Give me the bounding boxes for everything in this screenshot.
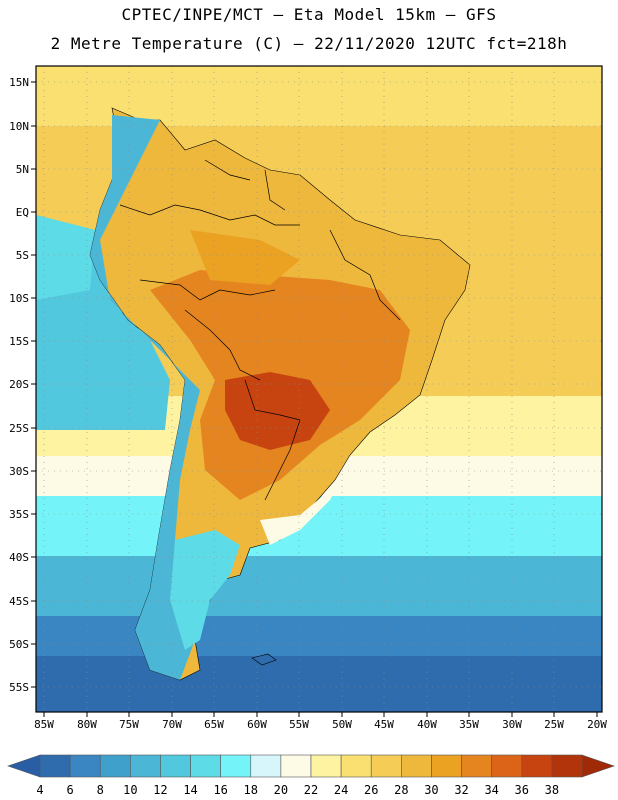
lon-label: 85W (34, 718, 54, 731)
andes-cold-strip (90, 115, 200, 680)
colorbar-swatch (521, 754, 553, 778)
colorbar-label: 38 (545, 783, 559, 797)
colorbar-label: 34 (484, 783, 498, 797)
colorbar-swatch (461, 754, 492, 778)
lat-label: 30S (9, 465, 29, 478)
latitude-labels: 15N 10N 5N EQ 5S 10S 15S 20S 25S 30S 35S… (9, 76, 29, 694)
country-borders (119, 159, 401, 501)
lon-label: 40W (417, 718, 437, 731)
falkland-islands (251, 653, 277, 666)
lon-label: 60W (247, 718, 267, 731)
lon-label: 50W (332, 718, 352, 731)
colorbar-label: 12 (153, 783, 167, 797)
lat-label: 10S (9, 292, 29, 305)
colorbar-swatch (431, 754, 462, 778)
colorbar-label: 32 (454, 783, 468, 797)
colorbar-label: 22 (304, 783, 318, 797)
colorbar-label: 4 (36, 783, 43, 797)
lat-label: 10N (9, 120, 29, 133)
colorbar-label: 8 (97, 783, 104, 797)
colorbar-swatch (280, 754, 312, 778)
colorbar-swatch (551, 754, 583, 778)
lat-label: 5N (16, 163, 29, 176)
lon-label: 25W (544, 718, 564, 731)
colorbar-label: 14 (183, 783, 197, 797)
colorbar-label: 30 (424, 783, 438, 797)
lat-label: 15S (9, 335, 29, 348)
brazil-north-hot (190, 230, 300, 285)
colorbar-swatch (99, 754, 131, 778)
colorbar-swatch (160, 754, 191, 778)
lat-label: 25S (9, 422, 29, 435)
lon-label: 35W (459, 718, 479, 731)
lat-label: 15N (9, 76, 29, 89)
colorbar-label: 24 (334, 783, 348, 797)
lon-label: 45W (374, 718, 394, 731)
colorbar-over-arrow (581, 754, 615, 778)
colorbar-label: 28 (394, 783, 408, 797)
colorbar-swatch (190, 754, 221, 778)
lat-label: 50S (9, 638, 29, 651)
lon-label: 30W (502, 718, 522, 731)
longitude-labels: 85W 80W 75W 70W 65W 60W 55W 50W 45W 40W … (34, 718, 607, 731)
map-title-line-1: CPTEC/INPE/MCT – Eta Model 15km – GFS (121, 5, 497, 24)
lon-label: 55W (289, 718, 309, 731)
lat-label: 55S (9, 681, 29, 694)
colorbar-under-arrow (7, 754, 41, 778)
colorbar-swatch (401, 754, 432, 778)
colorbar-swatch (310, 754, 342, 778)
colorbar-swatch (130, 754, 161, 778)
ocean-band-coldest (36, 656, 602, 712)
colorbar-label: 26 (364, 783, 378, 797)
colorbar-swatch (250, 754, 282, 778)
lon-label: 70W (162, 718, 182, 731)
colorbar-label: 10 (123, 783, 137, 797)
tick-marks (31, 81, 598, 717)
colorbar-swatch (340, 754, 372, 778)
lat-label: 5S (16, 249, 29, 262)
graticule (36, 66, 602, 712)
lat-label: EQ (16, 206, 29, 219)
colorbar-swatch (69, 754, 101, 778)
map-title-line-2: 2 Metre Temperature (C) – 22/11/2020 12U… (50, 34, 568, 53)
pacific-mild-region (36, 215, 95, 300)
colorbar-label: 16 (213, 783, 227, 797)
colorbar-label: 20 (274, 783, 288, 797)
patagonia-cool-region (170, 530, 240, 650)
lat-label: 20S (9, 378, 29, 391)
interior-hottest-region (225, 372, 330, 450)
map-plot-area (36, 66, 602, 712)
lat-label: 40S (9, 551, 29, 564)
colorbar-label: 36 (515, 783, 529, 797)
colorbar-label: 18 (244, 783, 258, 797)
ocean-band-cold (36, 556, 602, 616)
lon-label: 20W (587, 718, 607, 731)
lat-label: 45S (9, 595, 29, 608)
colorbar-label: 6 (66, 783, 73, 797)
south-coast-mild (260, 470, 345, 545)
colorbar-swatch (39, 754, 71, 778)
colorbar-swatch (491, 754, 523, 778)
lon-label: 65W (204, 718, 224, 731)
lon-label: 75W (119, 718, 139, 731)
ocean-band-colder (36, 616, 602, 656)
colorbar-swatch (370, 754, 402, 778)
map-frame (35, 65, 603, 713)
lon-label: 80W (77, 718, 97, 731)
colorbar: 4 6 8 10 12 14 16 18 20 22 24 26 28 30 32 34 36 38 (7, 754, 615, 797)
lat-label: 35S (9, 508, 29, 521)
colorbar-swatch (220, 754, 252, 778)
